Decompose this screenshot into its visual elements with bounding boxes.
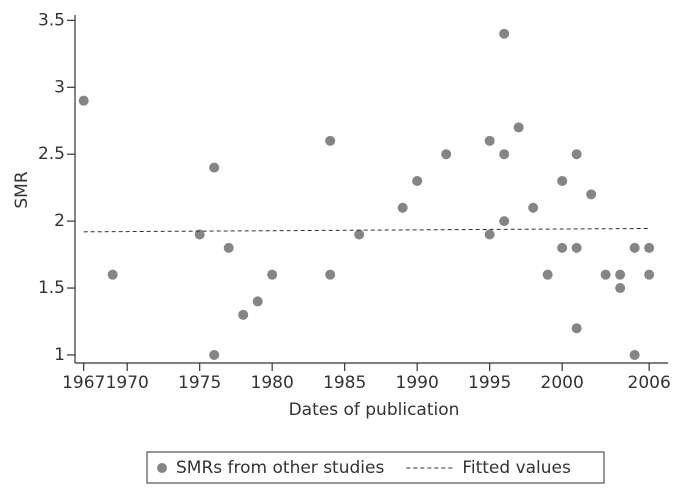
point — [542, 269, 553, 280]
y-tick-label: 3.5 — [38, 10, 65, 30]
x-tick-label: 1980 — [251, 373, 294, 393]
y-tick-label: 1.5 — [38, 278, 65, 298]
point — [571, 149, 582, 160]
point — [644, 269, 655, 280]
point — [412, 175, 423, 186]
point — [107, 269, 118, 280]
point — [484, 135, 495, 146]
point — [615, 283, 626, 294]
legend-box — [146, 451, 605, 484]
point — [629, 349, 640, 360]
point — [557, 175, 568, 186]
x-tick-label: 1975 — [178, 373, 221, 393]
x-tick-label: 1995 — [468, 373, 511, 393]
y-tick-label: 3 — [54, 77, 65, 97]
legend-label: SMRs from other studies — [176, 458, 384, 478]
legend-marker — [157, 463, 167, 473]
point — [600, 269, 611, 280]
point — [586, 189, 597, 200]
fitted-line — [83, 227, 650, 233]
point — [267, 269, 278, 280]
x-tick-label: 1990 — [396, 373, 439, 393]
point — [252, 296, 263, 307]
point — [441, 149, 452, 160]
point — [571, 323, 582, 334]
point — [325, 269, 336, 280]
point — [209, 349, 220, 360]
y-tick-label: 2 — [54, 211, 65, 231]
point — [499, 216, 510, 227]
point — [209, 162, 220, 173]
point — [194, 229, 205, 240]
x-tick-label: 1970 — [106, 373, 149, 393]
x-tick-label: 2006 — [628, 373, 671, 393]
legend-label: Fitted values — [462, 458, 571, 478]
y-tick-label: 2.5 — [38, 144, 65, 164]
point — [615, 269, 626, 280]
point — [513, 122, 524, 133]
point — [557, 242, 568, 253]
point — [78, 95, 89, 106]
x-axis-label: Dates of publication — [289, 400, 460, 420]
point — [238, 309, 249, 320]
point — [499, 149, 510, 160]
point — [571, 242, 582, 253]
y-axis-label: SMR — [12, 171, 32, 208]
point — [484, 229, 495, 240]
y-tick-label: 1 — [54, 345, 65, 365]
x-tick-label: 1985 — [323, 373, 366, 393]
x-tick-label: 2000 — [541, 373, 584, 393]
point — [644, 242, 655, 253]
point — [629, 242, 640, 253]
point — [528, 202, 539, 213]
point — [397, 202, 408, 213]
point — [354, 229, 365, 240]
point — [325, 135, 336, 146]
x-tick-label: 1967 — [62, 373, 105, 393]
point — [499, 28, 510, 39]
point — [223, 242, 234, 253]
